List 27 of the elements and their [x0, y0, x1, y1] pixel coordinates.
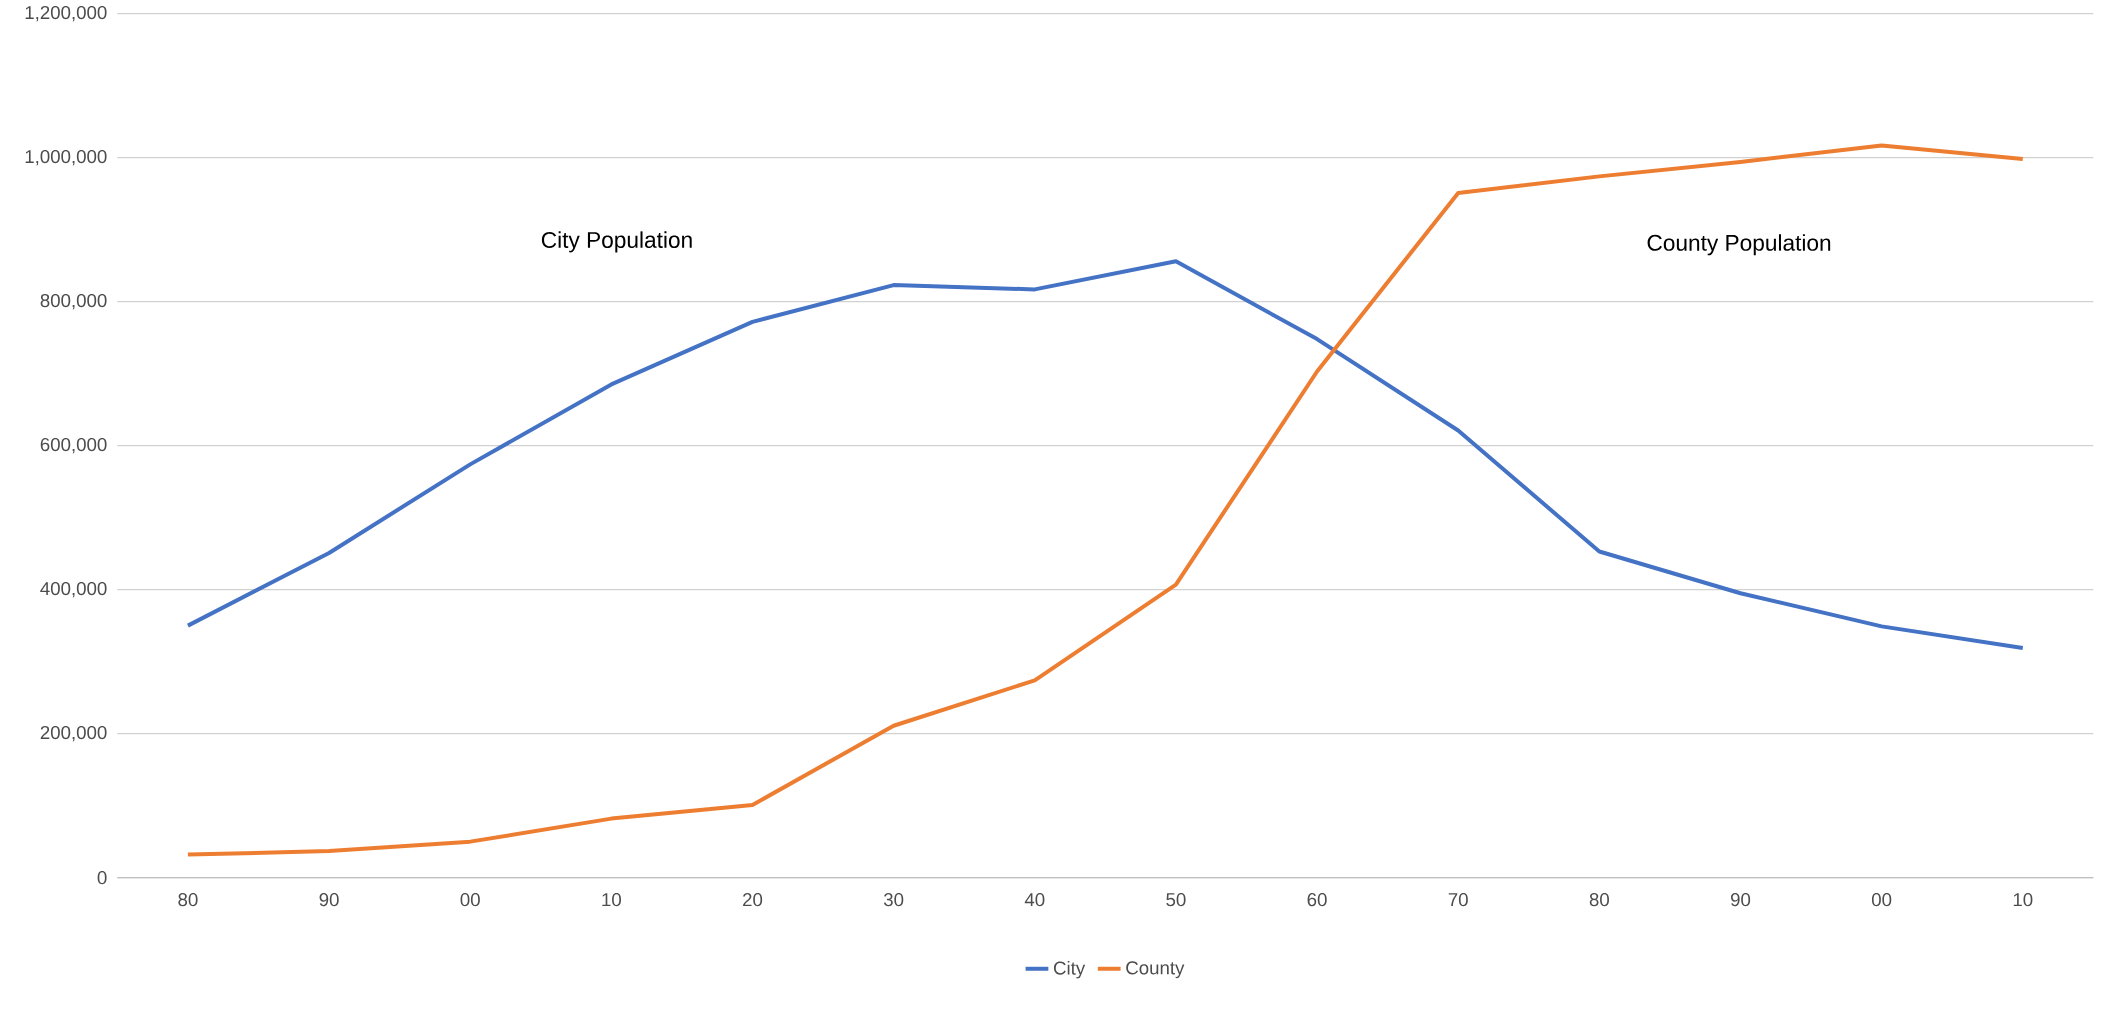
y-tick-label: 800,000: [40, 293, 107, 310]
x-tick-label: 50: [1166, 893, 1186, 907]
legend-label: County: [1126, 961, 1185, 979]
x-tick-label: 40: [1024, 893, 1045, 907]
x-tick-label: 00: [1871, 893, 1892, 907]
y-tick-label: 1,000,000: [25, 149, 107, 166]
y-tick-label: 1,200,000: [25, 5, 107, 22]
line-series: [185, 143, 2025, 857]
x-tick-label: 10: [2013, 893, 2033, 907]
x-tick-label: 90: [319, 893, 339, 907]
annotation: County Population: [1647, 234, 1831, 256]
y-tick-label: 400,000: [40, 581, 107, 598]
y-tick-label: 600,000: [40, 437, 107, 454]
x-tick-label: 10: [602, 893, 621, 907]
annotation: City Population: [541, 231, 692, 253]
y-tick-label: 0: [97, 871, 107, 885]
x-tick-label: 80: [1589, 893, 1609, 907]
x-tick-label: 60: [1307, 893, 1327, 907]
x-tick-label: 90: [1730, 893, 1751, 907]
x-tick-label: 70: [1448, 893, 1468, 907]
x-tick-label: 30: [883, 893, 904, 907]
y-tick-label: 200,000: [40, 725, 107, 742]
line-series: [185, 259, 2025, 650]
x-tick-label: 80: [178, 893, 198, 907]
x-tick-label: 20: [743, 893, 763, 907]
legend-label: City: [1053, 961, 1086, 979]
x-tick-label: 00: [460, 893, 480, 907]
